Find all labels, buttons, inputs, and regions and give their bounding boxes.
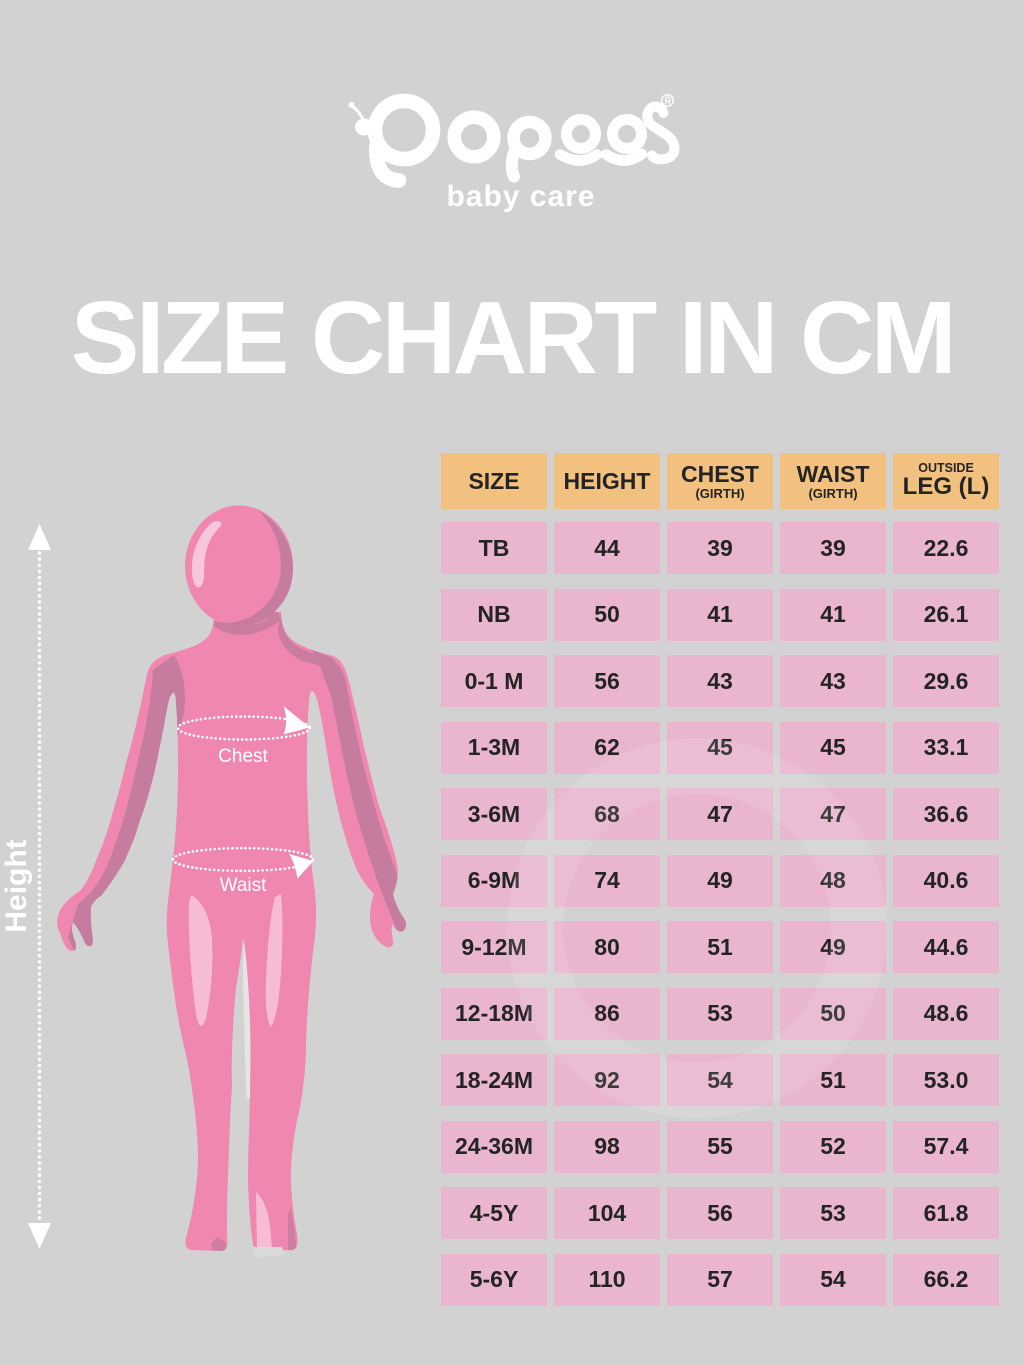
svg-text:Chest: Chest	[218, 746, 268, 767]
svg-text:Height: Height	[0, 839, 33, 932]
svg-text:Waist: Waist	[220, 875, 268, 896]
